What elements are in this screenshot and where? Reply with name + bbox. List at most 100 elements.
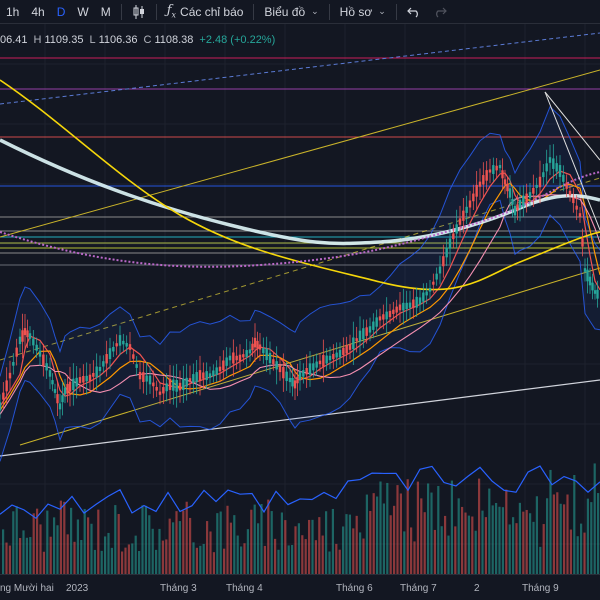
candle-body bbox=[565, 182, 568, 189]
timeframe-d[interactable]: D bbox=[56, 4, 66, 19]
candle-body bbox=[432, 281, 435, 285]
volume-bar bbox=[73, 541, 76, 574]
candle-body bbox=[472, 193, 475, 202]
x-tick-label: ng Mười hai bbox=[0, 583, 54, 594]
candles-icon[interactable] bbox=[126, 0, 152, 24]
volume-bar bbox=[552, 494, 555, 574]
timeframe-1h[interactable]: 1h bbox=[6, 4, 20, 19]
candle-body bbox=[78, 377, 82, 383]
timeframe-w[interactable]: W bbox=[77, 4, 89, 19]
candle-body bbox=[178, 382, 182, 391]
candle-body bbox=[278, 365, 282, 373]
volume-bar bbox=[22, 530, 25, 574]
candle-body bbox=[115, 343, 118, 347]
candle-body bbox=[242, 354, 245, 358]
chart-type-button[interactable]: Biểu đồ ⌄ bbox=[258, 0, 324, 24]
timeframe-4h[interactable]: 4h bbox=[31, 4, 45, 19]
volume-bar bbox=[348, 514, 351, 574]
candle-body bbox=[425, 291, 428, 296]
candle-body bbox=[192, 374, 195, 383]
volume-bar bbox=[15, 506, 18, 574]
timeframe-m[interactable]: M bbox=[100, 4, 111, 19]
volume-bar bbox=[124, 547, 127, 574]
channel-upper-line bbox=[0, 69, 600, 238]
indicators-button[interactable]: ƒx Các chỉ báo bbox=[161, 0, 250, 24]
volume-bar bbox=[433, 529, 436, 574]
candle-body bbox=[442, 256, 445, 267]
volume-bar bbox=[206, 521, 209, 574]
candle-body bbox=[75, 377, 78, 387]
trend-line-mid-dashed bbox=[0, 177, 600, 361]
volume-bar bbox=[539, 546, 542, 574]
volume-bar bbox=[134, 535, 137, 574]
x-tick-label: Tháng 6 bbox=[336, 583, 373, 594]
candle-body bbox=[548, 157, 552, 163]
candle-body bbox=[293, 380, 297, 389]
profile-button[interactable]: Hồ sơ ⌄ bbox=[334, 0, 392, 24]
candle-body bbox=[225, 357, 228, 366]
volume-bar bbox=[233, 515, 236, 574]
candle-body bbox=[542, 172, 545, 178]
volume-bar bbox=[165, 539, 168, 574]
x-tick-label: Tháng 7 bbox=[400, 583, 437, 594]
volume-bar bbox=[444, 515, 447, 574]
volume-bar bbox=[556, 492, 559, 574]
candle-body bbox=[218, 366, 222, 372]
candle-body bbox=[45, 363, 48, 371]
volume-bar bbox=[141, 505, 144, 574]
volume-bar bbox=[2, 529, 5, 574]
volume-bar bbox=[362, 538, 365, 574]
price-chart[interactable] bbox=[0, 24, 600, 574]
candle-body bbox=[162, 387, 165, 394]
profile-label: Hồ sơ bbox=[339, 4, 373, 19]
candle-body bbox=[232, 352, 235, 364]
candle-body bbox=[378, 316, 382, 321]
toolbar-divider bbox=[120, 3, 122, 20]
chevron-down-icon: ⌄ bbox=[378, 6, 386, 16]
candle-body bbox=[265, 348, 268, 361]
volume-bar bbox=[192, 542, 195, 574]
redo-icon[interactable] bbox=[427, 0, 453, 24]
candle-body bbox=[2, 392, 5, 400]
candle-body bbox=[112, 346, 115, 352]
candle-body bbox=[525, 193, 528, 203]
volume-bar bbox=[284, 520, 287, 574]
candle-body bbox=[118, 335, 122, 346]
candle-body bbox=[202, 372, 205, 379]
volume-bar bbox=[240, 546, 243, 574]
candle-body bbox=[501, 170, 504, 179]
time-axis[interactable]: ng Mười hai 2023 Tháng 3 Tháng 4 Tháng 6… bbox=[0, 574, 600, 600]
low-label: L bbox=[89, 34, 96, 46]
candle-body bbox=[258, 344, 262, 350]
candle-body bbox=[238, 354, 242, 362]
volume-bar bbox=[257, 523, 260, 574]
x-tick-label: Tháng 9 bbox=[522, 583, 559, 594]
candle-body bbox=[168, 378, 172, 390]
candle-body bbox=[435, 273, 438, 280]
candle-body bbox=[345, 344, 348, 354]
volume-bar bbox=[566, 494, 569, 574]
candle-body bbox=[208, 373, 212, 378]
volume-bar bbox=[114, 505, 117, 574]
volume-bar bbox=[53, 517, 56, 574]
toolbar-divider bbox=[328, 3, 330, 20]
candle-body bbox=[516, 204, 519, 211]
candle-body bbox=[108, 348, 112, 360]
candle-body bbox=[12, 362, 15, 366]
volume-bar bbox=[226, 505, 229, 574]
candle-body bbox=[256, 340, 259, 349]
undo-icon[interactable] bbox=[401, 0, 427, 24]
volume-bar bbox=[253, 504, 256, 574]
chevron-down-icon: ⌄ bbox=[311, 6, 319, 16]
volume-bar bbox=[29, 537, 32, 574]
volume-bar bbox=[335, 543, 338, 574]
candle-body bbox=[188, 378, 192, 382]
candle-body bbox=[61, 395, 64, 403]
candle-body bbox=[172, 379, 175, 391]
candle-body bbox=[355, 338, 358, 342]
volume-bar bbox=[318, 517, 321, 574]
volume-bar bbox=[314, 540, 317, 574]
volume-bar bbox=[331, 508, 334, 574]
candle-body bbox=[583, 268, 587, 272]
volume-bar bbox=[80, 539, 83, 574]
